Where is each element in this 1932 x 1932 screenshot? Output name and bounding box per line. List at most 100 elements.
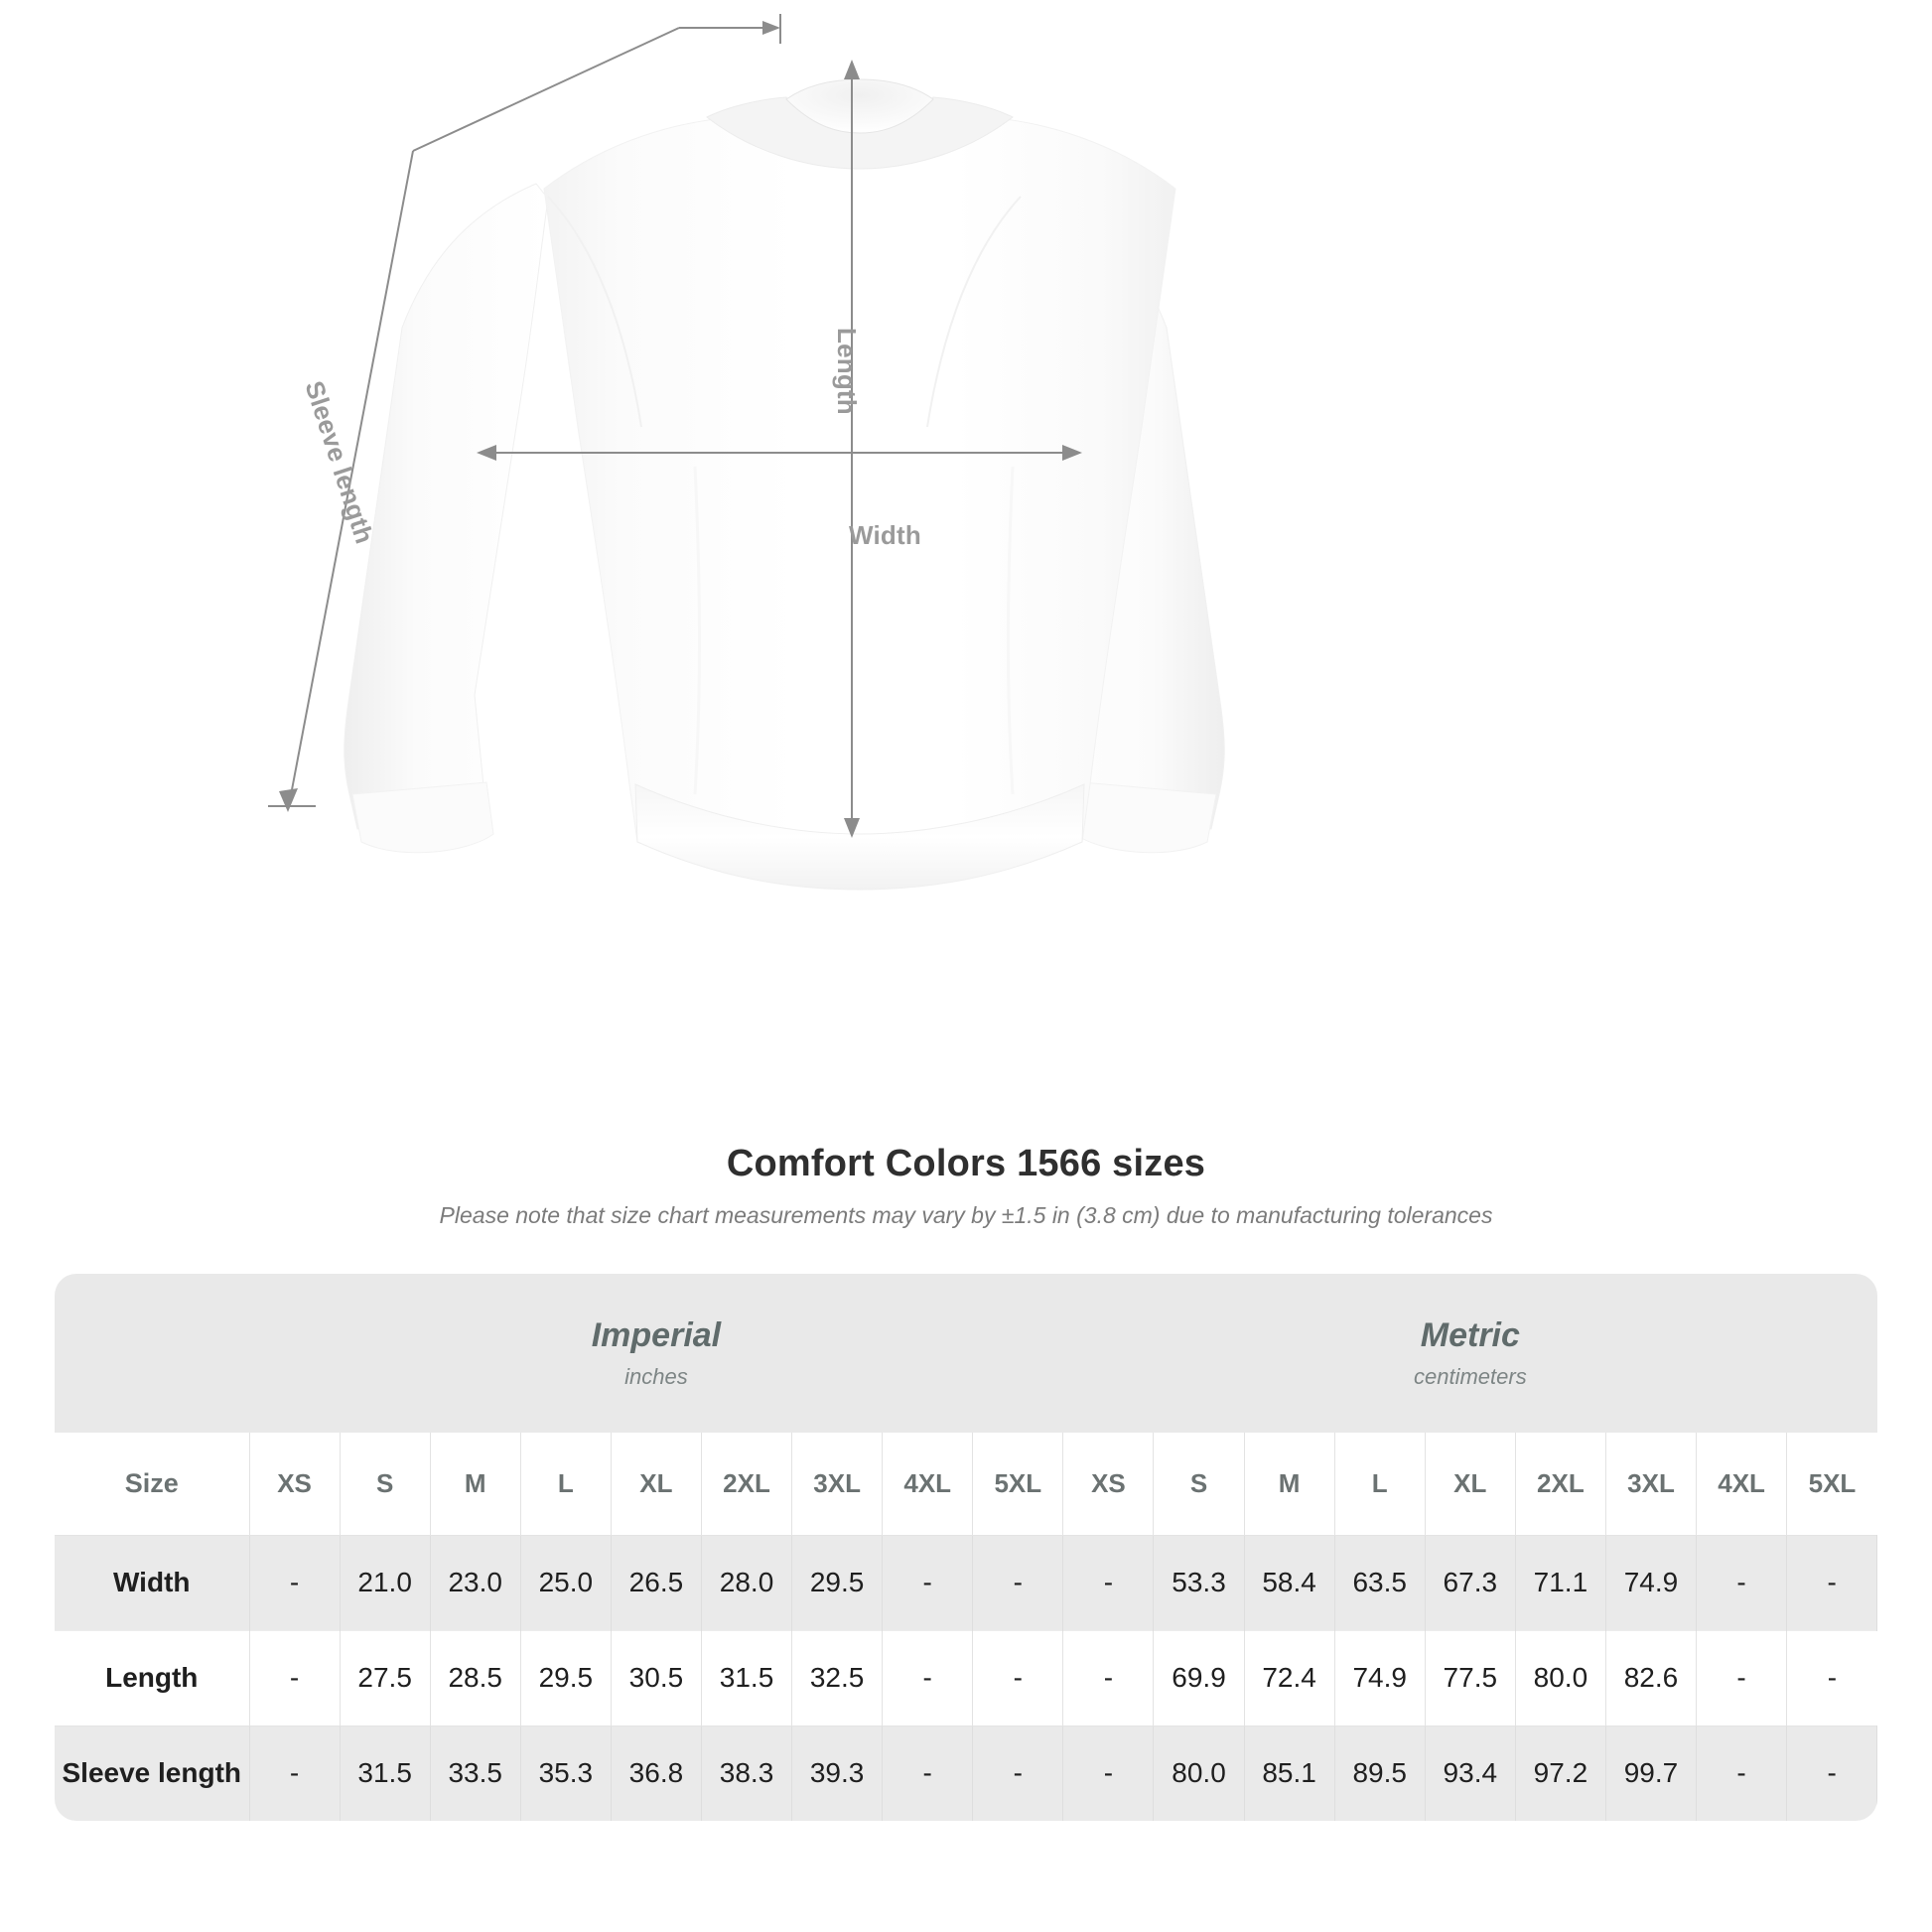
unit-group-imperial: Imperial inches — [249, 1274, 1063, 1433]
table-row: Length - 27.5 28.5 29.5 30.5 31.5 32.5 -… — [55, 1629, 1877, 1725]
size-table: Imperial inches Metric centimeters Size … — [55, 1274, 1878, 1821]
cell-length-imperial-2xl: 31.5 — [701, 1629, 793, 1725]
cell-width-imperial-l: 25.0 — [520, 1534, 612, 1630]
cell-length-metric-m: 72.4 — [1244, 1629, 1335, 1725]
column-header-imperial-xl: XL — [611, 1433, 702, 1535]
cell-width-metric-3xl: 74.9 — [1605, 1534, 1698, 1630]
row-label-sleeve-length: Sleeve length — [55, 1725, 250, 1821]
cell-sleeve-metric-3xl: 99.7 — [1605, 1725, 1698, 1821]
cell-sleeve-imperial-4xl: - — [882, 1725, 974, 1821]
cell-width-metric-xs: - — [1062, 1534, 1155, 1630]
row-label-length: Length — [55, 1629, 250, 1725]
unit-sub-imperial: inches — [624, 1363, 688, 1389]
size-table-container: Imperial inches Metric centimeters Size … — [55, 1274, 1878, 1821]
column-header-imperial-3xl: 3XL — [791, 1433, 884, 1535]
cell-length-metric-xs: - — [1062, 1629, 1155, 1725]
width-dimension-label: Width — [849, 520, 921, 550]
length-dimension-label: Length — [832, 328, 862, 415]
cell-width-metric-m: 58.4 — [1244, 1534, 1335, 1630]
column-header-metric-2xl: 2XL — [1515, 1433, 1606, 1535]
sleeve-length-dimension-line — [268, 14, 781, 812]
cell-sleeve-imperial-3xl: 39.3 — [791, 1725, 884, 1821]
column-header-metric-5xl: 5XL — [1786, 1433, 1877, 1535]
cell-length-imperial-4xl: - — [882, 1629, 974, 1725]
title-block: Comfort Colors 1566 sizes Please note th… — [0, 1142, 1932, 1230]
dimension-lines — [268, 14, 1082, 838]
column-header-metric-xl: XL — [1425, 1433, 1516, 1535]
sweatshirt-illustration — [268, 14, 1225, 891]
unit-name-imperial: Imperial — [591, 1316, 722, 1355]
length-dimension-line — [844, 60, 860, 838]
cell-width-metric-2xl: 71.1 — [1515, 1534, 1606, 1630]
cell-sleeve-metric-m: 85.1 — [1244, 1725, 1335, 1821]
cell-sleeve-imperial-5xl: - — [972, 1725, 1064, 1821]
column-header-metric-3xl: 3XL — [1605, 1433, 1698, 1535]
column-header-imperial-4xl: 4XL — [882, 1433, 974, 1535]
cell-sleeve-metric-xs: - — [1062, 1725, 1155, 1821]
cell-width-metric-5xl: - — [1786, 1534, 1878, 1630]
cell-length-metric-4xl: - — [1696, 1629, 1788, 1725]
table-row: Width - 21.0 23.0 25.0 26.5 28.0 29.5 - … — [55, 1534, 1878, 1630]
column-header-metric-m: M — [1244, 1433, 1335, 1535]
column-header-imperial-m: M — [430, 1433, 521, 1535]
column-header-imperial-2xl: 2XL — [701, 1433, 793, 1535]
cell-length-imperial-s: 27.5 — [340, 1629, 431, 1725]
column-header-size: Size — [55, 1433, 250, 1535]
garment-shape — [344, 78, 1225, 891]
cell-width-metric-4xl: - — [1696, 1534, 1788, 1630]
cell-width-metric-s: 53.3 — [1153, 1534, 1245, 1630]
column-header-imperial-5xl: 5XL — [972, 1433, 1064, 1535]
page-title: Comfort Colors 1566 sizes — [726, 1143, 1206, 1184]
table-row: Sleeve length - 31.5 33.5 35.3 36.8 38.3… — [55, 1725, 1878, 1821]
cell-sleeve-imperial-m: 33.5 — [430, 1725, 521, 1821]
column-header-imperial-l: L — [520, 1433, 612, 1535]
unit-name-metric: Metric — [1420, 1316, 1520, 1355]
cell-sleeve-imperial-l: 35.3 — [520, 1725, 612, 1821]
cell-length-metric-l: 74.9 — [1334, 1629, 1426, 1725]
cell-length-imperial-xl: 30.5 — [611, 1629, 702, 1725]
cell-width-imperial-s: 21.0 — [340, 1534, 431, 1630]
cell-width-imperial-xs: - — [249, 1534, 341, 1630]
size-header-row: Size XS S M L XL 2XL 3XL 4XL 5XL XS S M … — [55, 1433, 1877, 1535]
column-header-metric-s: S — [1153, 1433, 1245, 1535]
width-dimension-line — [477, 445, 1082, 461]
cell-width-imperial-5xl: - — [972, 1534, 1064, 1630]
column-header-metric-xs: XS — [1062, 1433, 1155, 1535]
cell-sleeve-imperial-xs: - — [249, 1725, 341, 1821]
cell-length-metric-s: 69.9 — [1153, 1629, 1245, 1725]
column-header-metric-l: L — [1334, 1433, 1426, 1535]
cell-width-metric-l: 63.5 — [1334, 1534, 1426, 1630]
cell-sleeve-metric-2xl: 97.2 — [1515, 1725, 1606, 1821]
cell-length-imperial-3xl: 32.5 — [791, 1629, 884, 1725]
cell-width-imperial-3xl: 29.5 — [791, 1534, 884, 1630]
cell-width-metric-xl: 67.3 — [1425, 1534, 1516, 1630]
cell-sleeve-imperial-2xl: 38.3 — [701, 1725, 793, 1821]
column-header-imperial-s: S — [340, 1433, 431, 1535]
column-header-imperial-xs: XS — [249, 1433, 341, 1535]
garment-diagram: Length Width Sleeve length — [268, 14, 1225, 891]
cell-width-imperial-m: 23.0 — [430, 1534, 521, 1630]
cell-width-imperial-4xl: - — [882, 1534, 974, 1630]
cell-length-imperial-l: 29.5 — [520, 1629, 612, 1725]
cell-sleeve-metric-4xl: - — [1696, 1725, 1788, 1821]
unit-banner-row: Imperial inches Metric centimeters — [55, 1274, 1877, 1433]
cell-sleeve-metric-l: 89.5 — [1334, 1725, 1426, 1821]
unit-sub-metric: centimeters — [1413, 1363, 1527, 1389]
cell-sleeve-imperial-s: 31.5 — [340, 1725, 431, 1821]
unit-group-metric: Metric centimeters — [1062, 1274, 1877, 1433]
cell-length-metric-2xl: 80.0 — [1515, 1629, 1606, 1725]
cell-sleeve-metric-s: 80.0 — [1153, 1725, 1245, 1821]
cell-length-metric-5xl: - — [1786, 1629, 1877, 1725]
cell-length-metric-3xl: 82.6 — [1605, 1629, 1698, 1725]
cell-sleeve-metric-xl: 93.4 — [1425, 1725, 1516, 1821]
cell-width-imperial-xl: 26.5 — [611, 1534, 702, 1630]
cell-length-imperial-5xl: - — [972, 1629, 1064, 1725]
unit-banner-spacer — [55, 1274, 249, 1433]
cell-length-metric-xl: 77.5 — [1425, 1629, 1516, 1725]
cell-length-imperial-m: 28.5 — [430, 1629, 521, 1725]
cell-length-imperial-xs: - — [249, 1629, 341, 1725]
row-label-width: Width — [55, 1534, 250, 1630]
cell-sleeve-metric-5xl: - — [1786, 1725, 1878, 1821]
tolerance-note: Please note that size chart measurements… — [439, 1201, 1493, 1228]
